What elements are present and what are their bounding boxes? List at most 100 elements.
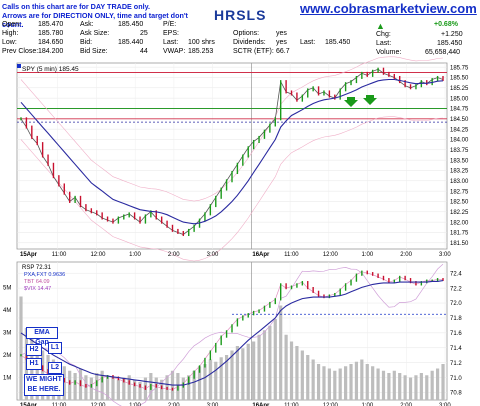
x-tick-label: 12:00: [323, 403, 339, 406]
volume-bar: [398, 373, 402, 400]
y-tick-label: 71.4: [450, 346, 462, 352]
dividends-label: Dividends:: [233, 39, 266, 46]
price-y-axis: 185.75 185.50 185.25 185.00 184.75 184.50 184.…: [450, 65, 469, 247]
y-tick-label: 185.75: [450, 65, 469, 71]
open-value: 185.470: [38, 21, 64, 28]
price-bars: [20, 67, 444, 237]
legend-swatch: [17, 64, 21, 68]
volume-bar: [138, 382, 142, 400]
volume-bar: [371, 366, 375, 400]
volume-bar: [127, 375, 131, 400]
high-label: High:: [2, 30, 19, 37]
volume-bar: [425, 375, 429, 400]
volume-bar: [360, 359, 364, 400]
volume-bar: [262, 330, 267, 400]
volume-tick-label: 1M: [3, 376, 11, 382]
ask-size-label: Ask Size:: [80, 30, 110, 37]
volume-bar: [284, 334, 288, 400]
volume-bar: [419, 373, 423, 400]
price-x-axis: 15Apr 11:00 12:00 1:00 2:00 3:00 16Apr 11:00 12:…: [20, 252, 451, 258]
x-tick-label: 16Apr: [252, 403, 270, 406]
x-tick-label: 3:00: [207, 252, 219, 258]
sctr-label: SCTR (ETF):: [233, 48, 274, 55]
vwap-value: 185.253: [188, 48, 214, 55]
y-tick-label: 185.50: [450, 76, 469, 82]
tbt-line: [20, 263, 444, 406]
low-value: 184.650: [38, 39, 64, 46]
x-tick-label: 2:00: [168, 403, 180, 406]
y-tick-label: 182.25: [450, 210, 469, 216]
price-title: SPY (5 min) 185.45: [22, 66, 79, 73]
rsp-ema-line: [20, 280, 444, 386]
volume-bar: [354, 361, 359, 400]
bid-size-value: 44: [140, 48, 148, 55]
x-tick-label: 3:00: [439, 252, 451, 258]
volume-bar: [408, 377, 413, 400]
volume-bar: [257, 334, 261, 400]
y-tick-label: 182.50: [450, 200, 469, 206]
volume-bar: [116, 379, 120, 400]
options-value: yes: [276, 30, 287, 37]
we-might-line-1: WE MIGHT: [26, 376, 62, 383]
volume-bar: [160, 379, 164, 400]
x-tick-label: 15Apr: [20, 403, 38, 406]
high-value: 185.780: [38, 30, 64, 37]
ask-size-value: 25: [140, 30, 148, 37]
volume-label: Volume:: [376, 49, 402, 56]
x-tick-label: 3:00: [207, 403, 219, 406]
volume-bar: [62, 366, 66, 400]
legend-pxa: PXA,FXT 0.9636: [24, 272, 65, 278]
volume-bar: [35, 346, 39, 400]
lower-envelope-line: [20, 116, 444, 262]
volume-bar: [338, 368, 342, 400]
prev-close-value: 184.200: [38, 48, 64, 55]
volume-bar: [300, 350, 304, 400]
y-tick-label: 182.00: [450, 220, 469, 226]
h2-badge: H2: [26, 344, 42, 356]
rsp-title: RSP 72.31: [22, 265, 52, 271]
last3-label: Last:: [376, 40, 392, 47]
volume-bar: [246, 343, 250, 400]
volume-bar: [219, 357, 223, 400]
volume-bar: [105, 375, 110, 400]
x-tick-label: 1:00: [129, 252, 141, 258]
x-tick-label: 2:00: [400, 252, 412, 258]
bid-label: Bid:: [80, 39, 93, 46]
legend-tbt: TBT 64.09: [24, 279, 50, 285]
volume-bar: [289, 341, 294, 400]
x-tick-label: 11:00: [284, 403, 299, 406]
volume-bar: [100, 370, 104, 400]
vwap-label: VWAP:: [163, 48, 186, 55]
volume-bar: [306, 355, 310, 400]
y-tick-label: 72.0: [450, 301, 462, 307]
volume-bar: [197, 366, 202, 400]
bid-size-label: Bid Size:: [80, 48, 108, 55]
volume-bar: [122, 377, 126, 400]
volume-bar: [203, 364, 207, 400]
ask-label: Ask:: [80, 21, 94, 28]
last2-label: Last:: [300, 39, 316, 46]
open-label: Open:: [2, 21, 22, 28]
price-panel: [16, 62, 448, 250]
site-link[interactable]: www.cobrasmarketview.com: [300, 1, 477, 16]
volume-bar: [430, 370, 434, 400]
x-tick-label: 11:00: [284, 252, 299, 258]
x-tick-label: 2:00: [168, 252, 180, 258]
low-label: Low:: [2, 39, 17, 46]
l1-badge: L1: [48, 342, 62, 354]
x-tick-label: 1:00: [129, 403, 141, 406]
volume-bar: [441, 364, 445, 400]
y-tick-label: 184.25: [450, 127, 469, 133]
volume-bar: [95, 373, 99, 400]
volume-bar: [376, 368, 380, 400]
x-tick-label: 12:00: [323, 252, 339, 258]
y-tick-label: 72.2: [450, 286, 462, 292]
y-tick-label: 71.0: [450, 376, 462, 382]
volume-bar: [403, 375, 407, 400]
volume-value: 65,658,440: [425, 49, 461, 56]
volume-bar: [214, 361, 218, 400]
green-arrow-icon: [363, 95, 377, 105]
volume-bar: [73, 373, 77, 400]
x-tick-label: 16Apr: [252, 252, 270, 258]
